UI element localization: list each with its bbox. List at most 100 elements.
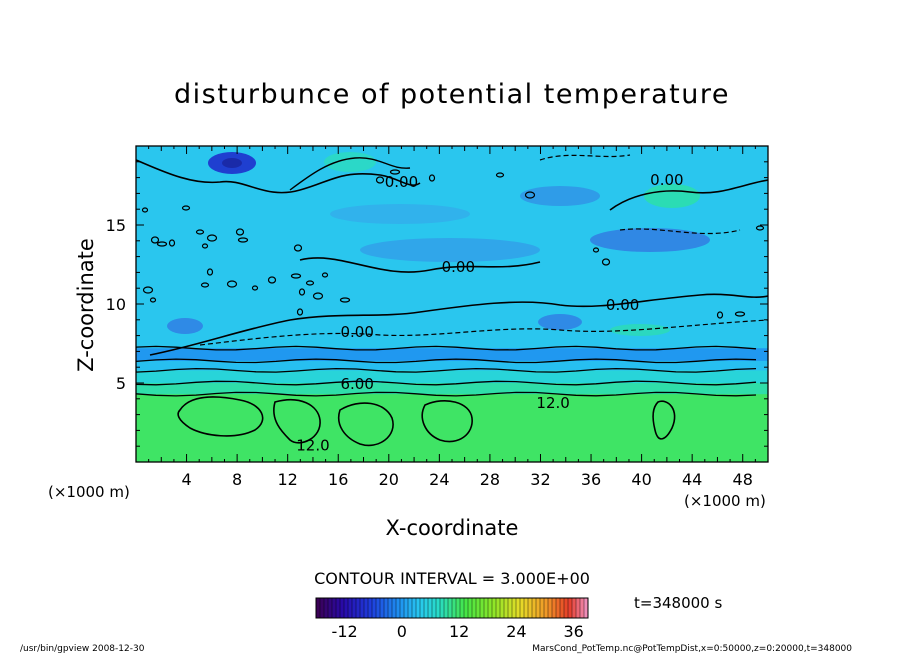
colorbar-cell [444, 598, 449, 618]
chart-title: disturbunce of potential temperature [174, 79, 730, 110]
small-contour-cell [226, 280, 238, 288]
colorbar-frame [315, 597, 589, 619]
small-contour-cell [290, 273, 302, 279]
y-tick-label: 10 [106, 295, 126, 314]
colorbar-cell [552, 598, 557, 618]
negative-contour [199, 319, 768, 346]
x-axis-label: X-coordinate [386, 516, 519, 540]
contour-label: 12.0 [296, 437, 329, 455]
small-contour-cell [755, 225, 765, 231]
colorbar-cell [324, 598, 329, 618]
small-contour-cell [206, 268, 214, 276]
colorbar-cell [428, 598, 433, 618]
small-contour-cell [267, 276, 277, 284]
negative-contour [619, 228, 741, 235]
small-contour-cell [251, 285, 259, 291]
small-contour-cell [296, 308, 304, 316]
colorbar-cell [536, 598, 541, 618]
small-contour-cell [235, 228, 245, 236]
small-contour-cell [201, 243, 209, 249]
colorbar-cell [472, 598, 477, 618]
small-contour-cell [321, 272, 329, 278]
temperature-layer [136, 370, 768, 383]
colorbar-cell [560, 598, 565, 618]
colorbar-cell [556, 598, 561, 618]
warm-contour [421, 400, 473, 443]
colorbar-cell [380, 598, 385, 618]
colorbar-cell [584, 598, 589, 618]
small-contour-cell [524, 191, 536, 199]
small-contour-cell [141, 207, 149, 213]
colorbar-cell [392, 598, 397, 618]
layer-contour-line [136, 367, 757, 373]
colorbar-cell [376, 598, 381, 618]
colorbar [315, 598, 589, 618]
small-contour-cell [237, 237, 249, 243]
colorbar-cell [440, 598, 445, 618]
y-axis-label: Z-coordinate [74, 238, 98, 372]
colorbar-cell [352, 598, 357, 618]
small-contour-cell [601, 258, 611, 266]
colorbar-cell [516, 598, 521, 618]
cold-anomaly [360, 238, 540, 262]
plot-field [136, 146, 768, 462]
layer-contour-line [136, 380, 757, 386]
temperature-layer [136, 383, 768, 395]
colorbar-cell [400, 598, 405, 618]
colorbar-cell [488, 598, 493, 618]
colorbar-cell [508, 598, 513, 618]
y-tick-label: 15 [106, 216, 126, 235]
small-contour-cell [375, 176, 385, 184]
small-contour-cell [181, 205, 191, 211]
small-contour-cells [141, 169, 765, 319]
colorbar-cell [320, 598, 325, 618]
colorbar-ticks: -12 0 12 24 36 [332, 622, 584, 641]
colorbar-cell [328, 598, 333, 618]
colorbar-cell [404, 598, 409, 618]
colorbar-cell [332, 598, 337, 618]
colorbar-cell [484, 598, 489, 618]
x-tick-label: 4 [181, 470, 191, 489]
small-contour-cell [389, 169, 401, 175]
colorbar-cell [572, 598, 577, 618]
colorbar-cell [496, 598, 501, 618]
temperature-layer [136, 360, 768, 371]
contour-label: 0.00 [650, 171, 683, 189]
x-tick-label: 28 [480, 470, 500, 489]
small-contour-cell [716, 311, 724, 319]
colorbar-cell [340, 598, 345, 618]
colorbar-cell [344, 598, 349, 618]
colorbar-cell [416, 598, 421, 618]
contour-label: 6.00 [340, 375, 373, 393]
cold-anomaly-core [222, 158, 242, 168]
small-contour-cell [149, 297, 157, 303]
colorbar-tick-label: 24 [506, 622, 526, 641]
colorbar-tick-label: -12 [332, 622, 358, 641]
colorbar-cell [384, 598, 389, 618]
small-contour-cell [734, 311, 746, 317]
x-tick-label: 20 [379, 470, 399, 489]
colorbar-cell [568, 598, 573, 618]
colorbar-cell [412, 598, 417, 618]
cold-anomaly [520, 186, 600, 206]
warm-contour [338, 402, 394, 447]
contour-labels: 0.00 0.00 0.00 0.00 0.00 6.00 12.0 12.0 [296, 171, 683, 455]
temperature-layer [136, 348, 768, 361]
small-contour-cell [293, 244, 303, 252]
colorbar-cell [448, 598, 453, 618]
x-tick-label: 12 [278, 470, 298, 489]
colorbar-cell [372, 598, 377, 618]
contour-label: 0.00 [606, 296, 639, 314]
colorbar-cell [480, 598, 485, 618]
contour-label: 0.00 [442, 258, 475, 276]
colorbar-tick-label: 0 [397, 622, 407, 641]
small-contour-cell [495, 172, 505, 178]
layer-contours [136, 345, 757, 397]
colorbar-cell [520, 598, 525, 618]
colorbar-cell [564, 598, 569, 618]
small-contour-cell [168, 239, 176, 247]
warm-anomaly [644, 184, 700, 208]
colorbar-cell [316, 598, 321, 618]
warm-anomaly [324, 152, 376, 172]
